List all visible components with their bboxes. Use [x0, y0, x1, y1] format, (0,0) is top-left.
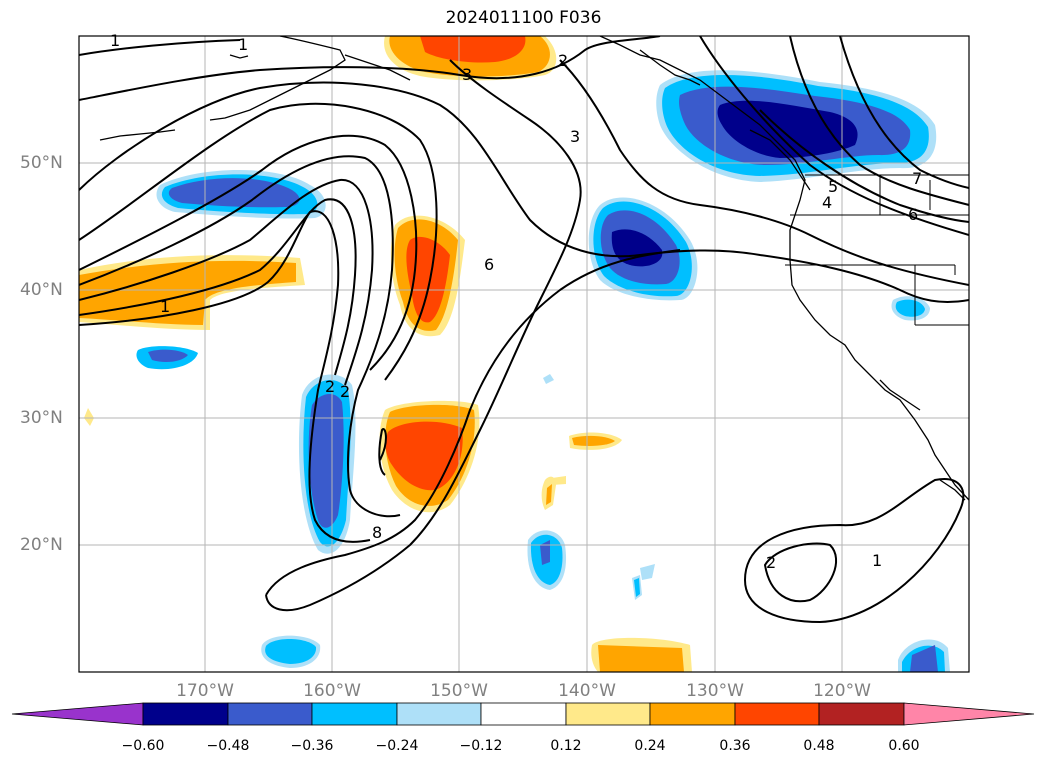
colorbar-tick-label: 0.12	[550, 738, 582, 754]
colorbar	[11, 702, 1035, 726]
colorbar-bin	[142, 702, 229, 726]
contour-label: 2	[766, 553, 776, 572]
contour-label: 3	[462, 65, 472, 84]
contour-label: 4	[822, 193, 832, 212]
colorbar-tick-label: 0.48	[803, 738, 835, 754]
colorbar-bin	[227, 702, 313, 726]
colorbar-extend-high	[903, 702, 1035, 726]
lat-label: 20°N	[20, 535, 63, 555]
contour-label: 1	[160, 297, 170, 316]
contour-label: 2	[340, 382, 350, 401]
contour-label: 3	[570, 127, 580, 146]
lon-label: 120°W	[813, 681, 871, 701]
contour-label: 8	[372, 523, 382, 542]
contour-label: 7	[912, 169, 922, 188]
colorbar-tick-label: 0.60	[888, 738, 920, 754]
colorbar-bin	[480, 702, 567, 726]
contour-label: 6	[908, 205, 918, 224]
map-frame	[78, 35, 970, 673]
contour-label: 5	[828, 177, 838, 196]
colorbar-bin	[734, 702, 820, 726]
colorbar-tick-label: 0.36	[719, 738, 751, 754]
gridlines	[79, 36, 969, 672]
colorbar-bin	[396, 702, 482, 726]
colorbar-tick-label: −0.60	[121, 738, 165, 754]
colorbar-tick-label: −0.48	[206, 738, 250, 754]
map-title: 2024011100 F036	[445, 8, 602, 28]
lon-label: 150°W	[430, 681, 488, 701]
colorbar-bin	[311, 702, 398, 726]
contour-label: 1	[872, 551, 882, 570]
colorbar-tick-label: −0.36	[290, 738, 334, 754]
colorbar-tick-label: 0.24	[634, 738, 666, 754]
colorbar-tick-label: −0.24	[375, 738, 419, 754]
contour-label: 2	[325, 377, 335, 396]
colorbar-tick-label: −0.12	[459, 738, 503, 754]
colorbar-extend-low	[11, 702, 144, 726]
contour-label: 1	[238, 35, 248, 54]
lon-label: 170°W	[176, 681, 234, 701]
colorbar-bin	[818, 702, 905, 726]
lon-label: 140°W	[558, 681, 616, 701]
shaded-fields	[79, 36, 950, 672]
lat-label: 50°N	[20, 153, 63, 173]
contours	[79, 36, 969, 624]
colorbar-bin	[565, 702, 651, 726]
lon-label: 130°W	[686, 681, 744, 701]
lat-label: 30°N	[20, 408, 63, 428]
lat-label: 40°N	[20, 280, 63, 300]
colorbar-bin	[649, 702, 736, 726]
contour-label: 1	[110, 31, 120, 50]
coastlines	[99, 36, 969, 501]
contour-labels: 1 1 1 2 2 3 3 4 5 6 6 7 1 2 2 8	[110, 31, 922, 572]
contour-label: 2	[558, 51, 568, 70]
lon-label: 160°W	[303, 681, 361, 701]
contour-label: 6	[484, 255, 494, 274]
